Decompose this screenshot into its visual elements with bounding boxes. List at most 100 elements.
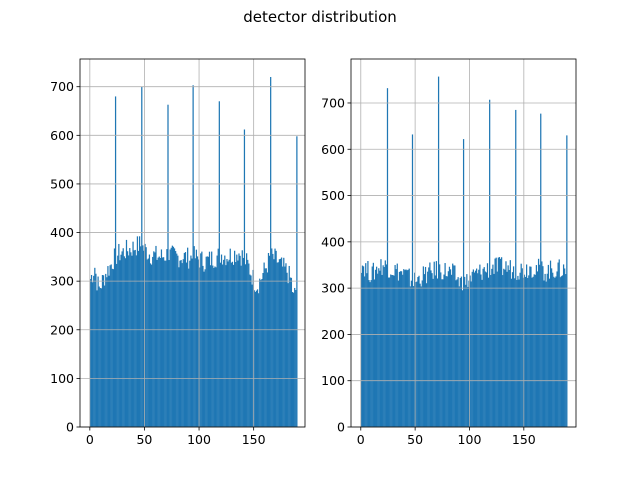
histogram-bar [194, 258, 196, 427]
histogram-bar [367, 261, 369, 427]
histogram-bars [89, 76, 298, 428]
histogram-bar [520, 263, 522, 427]
histogram-bar [256, 289, 259, 427]
histogram-bar [517, 275, 519, 427]
histogram-bar [361, 265, 364, 427]
histogram-bar [487, 277, 490, 427]
histogram-bar [145, 247, 147, 427]
histogram-bar [173, 248, 176, 427]
histogram-bar [382, 265, 384, 427]
histogram-bar [471, 271, 473, 427]
histogram-bar [205, 256, 207, 427]
y-tick-label: 600 [50, 128, 74, 143]
histogram-bar [558, 259, 560, 427]
histogram-bar [565, 274, 567, 427]
histogram-bar [129, 248, 131, 427]
histogram-bar [441, 279, 443, 427]
histogram-bar [562, 264, 565, 427]
histogram-bar [362, 266, 365, 427]
histogram-bar [423, 274, 426, 427]
histogram-bar [125, 239, 128, 427]
histogram-bar [378, 268, 380, 427]
histogram-bar [492, 264, 494, 427]
histogram-bar [502, 275, 504, 427]
histogram-bar [221, 264, 224, 427]
histogram-bar [539, 264, 541, 427]
histogram-bar [179, 260, 181, 427]
histogram-bar [224, 255, 226, 427]
histogram-bar [433, 261, 435, 427]
histogram-bar [437, 76, 440, 427]
histogram-bar [508, 269, 510, 427]
y-tick-label: 500 [321, 188, 345, 203]
histogram-bar [291, 292, 294, 427]
histogram-bar [262, 273, 264, 427]
histogram-bar [285, 263, 287, 427]
histogram-bar [549, 260, 552, 427]
histogram-bar [176, 253, 178, 427]
histogram-bar [123, 256, 125, 427]
histogram-bar [201, 251, 203, 427]
histogram-bar [239, 255, 241, 427]
histogram-bar [377, 273, 379, 427]
histogram-bar [360, 272, 363, 427]
histogram-bar [402, 274, 404, 427]
histogram-bar [208, 251, 211, 427]
histogram-bar [250, 275, 252, 427]
histogram-bar [231, 261, 234, 427]
y-tick-label: 200 [321, 327, 345, 342]
histogram-bar [190, 255, 192, 427]
histogram-bar [146, 259, 148, 427]
y-tick-label: 400 [321, 234, 345, 249]
histogram-bar [397, 280, 399, 427]
histogram-bar [89, 278, 92, 427]
histogram-bar [468, 280, 470, 427]
histogram-bar [392, 275, 394, 427]
histogram-bar [177, 255, 179, 427]
histogram-bar [403, 269, 405, 427]
y-tick-label: 500 [50, 176, 74, 191]
histogram-bar [253, 290, 255, 427]
histogram-bar [483, 267, 485, 427]
histogram-bar [209, 265, 212, 427]
histogram-bar [383, 267, 385, 427]
histogram-bar [270, 76, 272, 428]
histogram-bar [486, 263, 489, 427]
histogram-bar [474, 270, 477, 427]
histogram-bar [275, 250, 277, 427]
histogram-bar [548, 278, 551, 427]
histogram-bar [370, 280, 372, 427]
histogram-bar [111, 268, 113, 427]
histogram-bar [244, 264, 247, 427]
histogram-bar [515, 109, 517, 428]
histogram-bar [456, 279, 458, 427]
histogram-bar [524, 276, 527, 427]
histogram-bar [124, 258, 127, 427]
histogram-bar [459, 277, 461, 427]
histogram-bar [521, 268, 523, 427]
histogram-bar [215, 267, 217, 427]
histogram-bar [497, 257, 499, 427]
histogram-bar [191, 258, 193, 427]
histogram-bar [412, 286, 415, 427]
x-tick-label: 0 [357, 432, 365, 447]
histogram-bar [541, 261, 543, 427]
histogram-bar [460, 276, 463, 427]
histogram-bar [278, 259, 281, 427]
histogram-bar [251, 284, 253, 427]
histogram-bar [409, 286, 411, 427]
histogram-bar [105, 273, 107, 427]
histogram-bar [494, 258, 496, 427]
axes-frame [350, 58, 577, 428]
histogram-bar [274, 248, 276, 427]
histogram-bar [246, 253, 248, 427]
histogram-bar [444, 263, 446, 427]
histogram-bar [273, 259, 275, 427]
histogram-bar [372, 262, 374, 427]
histogram-bar [481, 279, 483, 427]
histogram-bar [264, 268, 266, 427]
histogram-bar [551, 268, 553, 427]
histogram-bar [466, 274, 468, 427]
histogram-bar [134, 249, 136, 427]
y-tick-label: 300 [50, 274, 74, 289]
